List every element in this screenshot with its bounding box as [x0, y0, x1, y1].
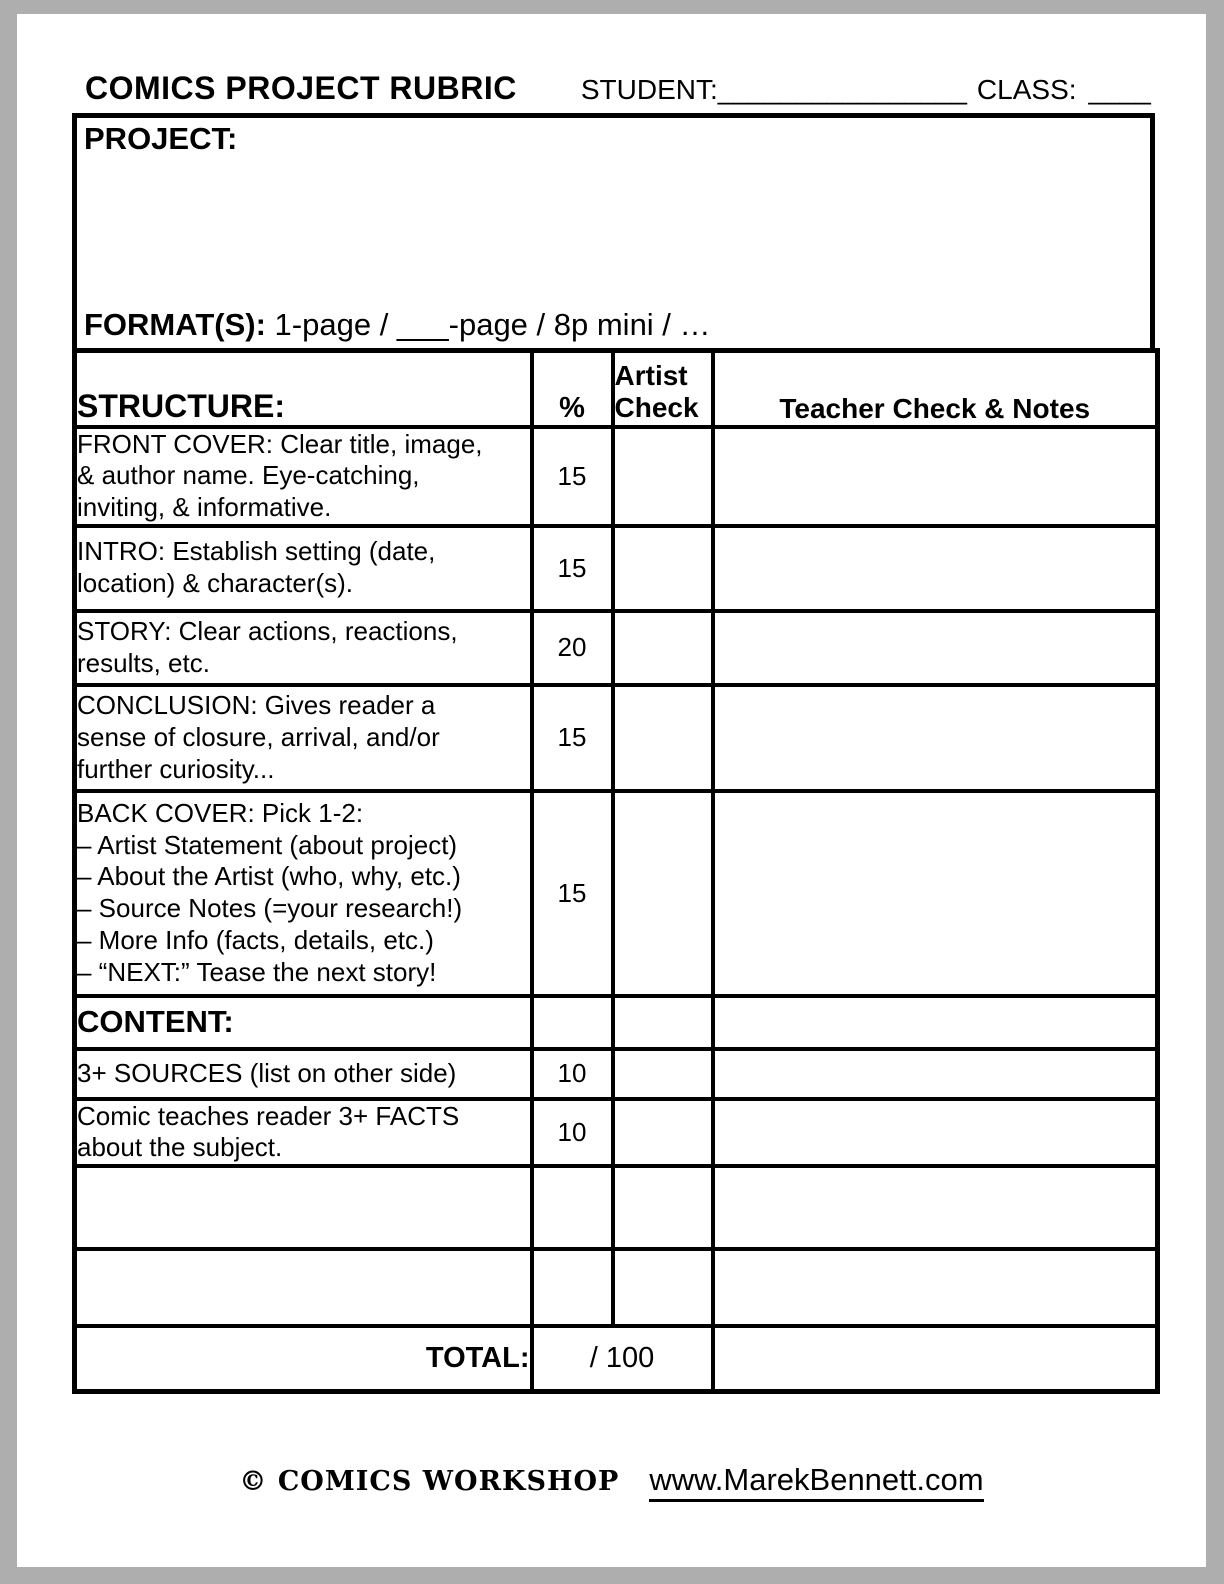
table-row-empty-1 — [72, 1164, 1160, 1252]
teacher-notes-cell — [710, 1324, 1160, 1394]
artist-check-cell — [610, 1046, 715, 1101]
table-row-facts: Comic teaches reader 3+ FACTS about the … — [72, 1096, 1160, 1169]
criterion-percent: 15 — [529, 682, 615, 793]
page-header: COMICS PROJECT RUBRIC STUDENT: _________… — [85, 70, 1176, 107]
teacher-notes-cell — [710, 1247, 1160, 1329]
table-header-row: STRUCTURE: % Artist Check Teacher Check … — [72, 348, 1160, 429]
class-label: CLASS: — [976, 74, 1077, 105]
artist-check-cell — [610, 1247, 715, 1329]
rubric-table: STRUCTURE: % Artist Check Teacher Check … — [72, 348, 1160, 1394]
copyright-text: © COMICS WORKSHOP — [239, 1466, 620, 1497]
table-row-conclusion: CONCLUSION: Gives reader a sense of clos… — [72, 682, 1160, 793]
table-row-intro: INTRO: Establish setting (date, location… — [72, 523, 1160, 613]
page-title: COMICS PROJECT RUBRIC — [85, 70, 517, 106]
teacher-notes-cell — [710, 424, 1160, 528]
artist-check-cell — [610, 523, 715, 613]
teacher-notes-cell — [710, 1164, 1160, 1252]
teacher-check-column-header: Teacher Check & Notes — [710, 348, 1160, 429]
format-label: FORMAT(S): — [84, 307, 266, 342]
table-row-empty-2 — [72, 1247, 1160, 1329]
criterion-percent: 20 — [529, 608, 615, 687]
table-row-back-cover: BACK COVER: Pick 1-2: – Artist Statement… — [72, 788, 1160, 998]
criterion-label: CONCLUSION: Gives reader a sense of clos… — [72, 682, 534, 793]
artist-check-cell — [610, 682, 715, 793]
artist-check-cell — [610, 608, 715, 687]
teacher-notes-cell — [710, 523, 1160, 613]
table-row-sources: 3+ SOURCES (list on other side) 10 — [72, 1046, 1160, 1101]
criterion-label: BACK COVER: Pick 1-2: – Artist Statement… — [72, 788, 534, 998]
criterion-percent: 15 — [529, 523, 615, 613]
artist-check-cell — [610, 788, 715, 998]
criterion-percent: 15 — [529, 424, 615, 528]
teacher-notes-cell — [710, 1096, 1160, 1169]
artist-check-cell — [610, 993, 715, 1051]
teacher-notes-cell — [710, 993, 1160, 1051]
format-line: FORMAT(S): 1-page / ___-page / 8p mini /… — [84, 307, 711, 343]
criterion-label: 3+ SOURCES (list on other side) — [72, 1046, 534, 1101]
website-link[interactable]: www.MarekBennett.com — [649, 1462, 984, 1502]
criterion-label: Comic teaches reader 3+ FACTS about the … — [72, 1096, 534, 1169]
table-row-story: STORY: Clear actions, reactions, results… — [72, 608, 1160, 687]
page-footer: © COMICS WORKSHOP www.MarekBennett.com — [17, 1462, 1206, 1502]
percent-column-header: % — [529, 348, 615, 429]
artist-check-cell — [610, 1096, 715, 1169]
criterion-percent: 10 — [529, 1096, 615, 1169]
table-row-total: TOTAL: / 100 — [72, 1324, 1160, 1394]
artist-check-cell — [610, 424, 715, 528]
criterion-label: INTRO: Establish setting (date, location… — [72, 523, 534, 613]
project-label: PROJECT: — [84, 121, 238, 156]
structure-column-header: STRUCTURE: — [72, 348, 534, 429]
teacher-notes-cell — [710, 1046, 1160, 1101]
teacher-notes-cell — [710, 682, 1160, 793]
criterion-percent — [529, 1164, 615, 1252]
student-blank-line: ________________ — [717, 74, 967, 105]
criterion-percent: 10 — [529, 1046, 615, 1101]
rubric-page: COMICS PROJECT RUBRIC STUDENT: _________… — [17, 14, 1206, 1567]
criterion-label: FRONT COVER: Clear title, image, & autho… — [72, 424, 534, 528]
artist-check-column-header: Artist Check — [610, 348, 715, 429]
teacher-notes-cell — [710, 608, 1160, 687]
total-label: TOTAL: — [72, 1324, 534, 1394]
total-score-cell: / 100 — [529, 1324, 715, 1394]
criterion-percent — [529, 993, 615, 1051]
teacher-notes-cell — [710, 788, 1160, 998]
artist-check-cell — [610, 1164, 715, 1252]
project-box: PROJECT: FORMAT(S): 1-page / ___-page / … — [72, 113, 1155, 348]
student-label: STUDENT: — [580, 74, 718, 105]
class-blank-line: ____ — [1088, 74, 1151, 105]
table-row-front-cover: FRONT COVER: Clear title, image, & autho… — [72, 424, 1160, 528]
content-section-label: CONTENT: — [72, 993, 534, 1051]
criterion-percent: 15 — [529, 788, 615, 998]
format-options: 1-page / ___-page / 8p mini / … — [265, 307, 711, 342]
criterion-label — [72, 1247, 534, 1329]
criterion-percent — [529, 1247, 615, 1329]
table-row-content-section: CONTENT: — [72, 993, 1160, 1051]
criterion-label: STORY: Clear actions, reactions, results… — [72, 608, 534, 687]
criterion-label — [72, 1164, 534, 1252]
